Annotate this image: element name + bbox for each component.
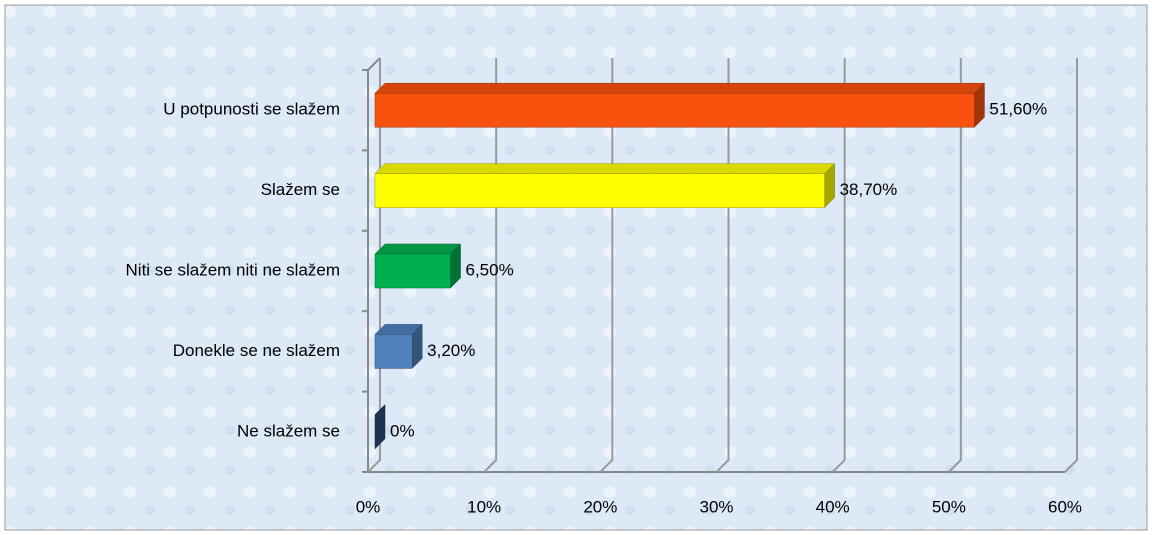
y-tick-label: Donekle se ne slažem <box>173 341 340 360</box>
bar-front <box>374 92 975 128</box>
x-tick-label: 10% <box>467 497 501 516</box>
grid-line <box>1064 58 1078 473</box>
value-label: 3,20% <box>427 341 475 360</box>
bar <box>374 404 386 450</box>
value-label: 0% <box>390 421 415 440</box>
bar-front <box>374 253 451 289</box>
value-label: 51,60% <box>989 100 1047 119</box>
value-label: 6,50% <box>466 260 514 279</box>
bar-top <box>374 243 462 255</box>
grid-line <box>831 58 846 473</box>
y-tick-label: Niti se slažem niti ne slažem <box>126 260 340 279</box>
y-tick-label: Ne slažem se <box>237 421 340 440</box>
bar <box>374 162 836 209</box>
x-tick-label: 40% <box>816 497 850 516</box>
x-tick-label: 20% <box>583 497 617 516</box>
bar <box>374 323 423 370</box>
bar <box>374 82 986 128</box>
bar-top <box>374 82 986 94</box>
y-tick-label: U potpunosti se slažem <box>163 100 340 119</box>
x-tick-label: 0% <box>356 497 381 516</box>
y-tick-label: Slažem se <box>261 180 340 199</box>
x-tick-label: 50% <box>932 497 966 516</box>
bar-top <box>374 163 836 174</box>
bar <box>374 243 462 289</box>
x-tick-label: 30% <box>699 497 733 516</box>
x-tick-label: 60% <box>1048 497 1082 516</box>
bar-side <box>374 404 386 450</box>
grid-line <box>948 58 962 473</box>
bar-front <box>374 334 413 369</box>
value-label: 38,70% <box>840 180 898 199</box>
bar-front <box>374 173 825 208</box>
